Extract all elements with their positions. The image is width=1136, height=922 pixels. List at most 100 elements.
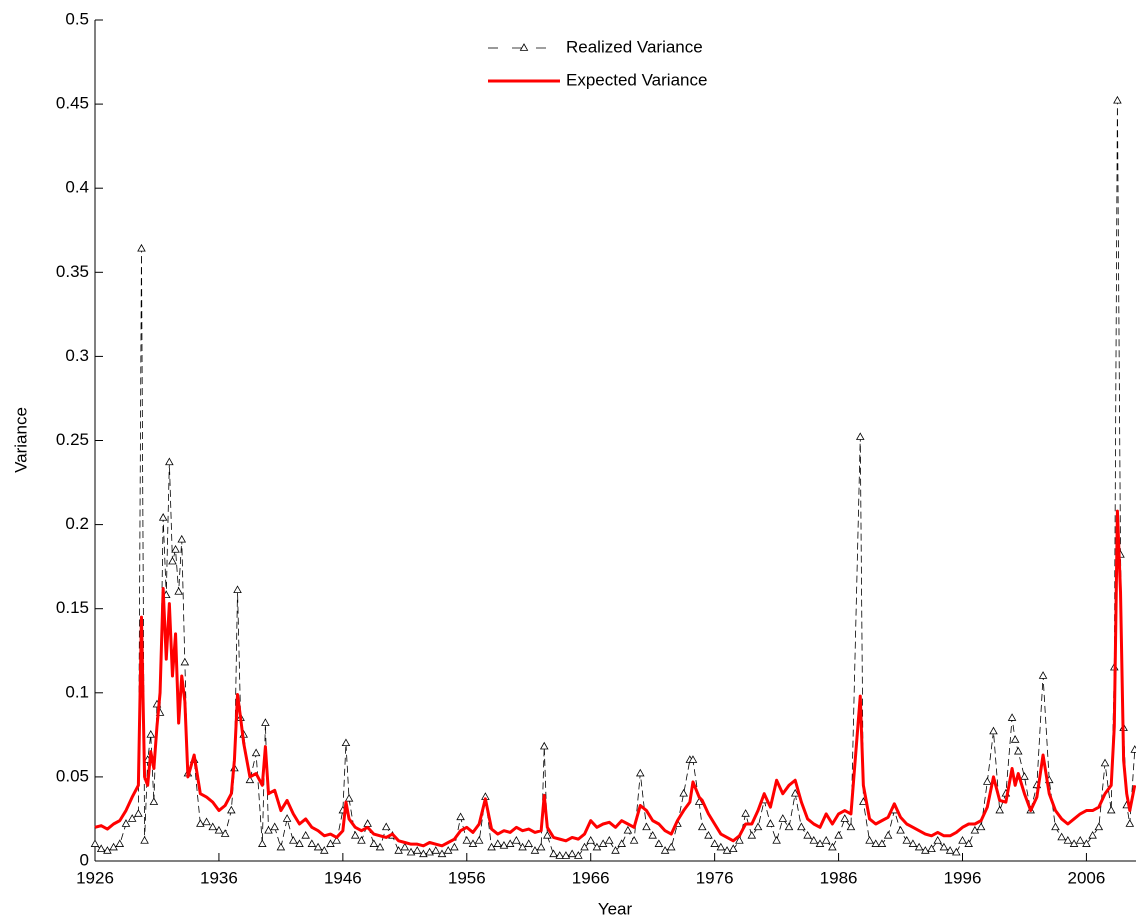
data-point <box>1051 822 1060 831</box>
data-point <box>443 846 453 854</box>
y-tick-label: 0.35 <box>56 262 89 281</box>
data-point <box>530 846 540 854</box>
data-point <box>666 842 676 851</box>
data-point <box>629 836 639 844</box>
y-tick-label: 0.25 <box>56 430 89 449</box>
data-point <box>846 822 856 831</box>
data-point <box>617 839 626 847</box>
data-point <box>174 587 183 595</box>
data-point <box>233 585 242 593</box>
data-point <box>555 851 565 859</box>
data-point <box>871 839 881 847</box>
data-point <box>728 844 738 853</box>
data-point <box>344 793 354 802</box>
data-point <box>809 836 819 844</box>
data-point <box>487 842 496 851</box>
data-point <box>1063 836 1073 844</box>
data-point <box>694 797 704 805</box>
data-point <box>716 842 726 851</box>
data-point <box>341 738 351 747</box>
data-point <box>214 825 224 834</box>
data-point <box>524 839 534 847</box>
data-point <box>1069 839 1079 847</box>
data-point <box>561 851 571 859</box>
data-point <box>933 836 942 844</box>
data-point <box>363 819 372 827</box>
data-point <box>921 846 930 854</box>
data-point <box>784 822 794 831</box>
data-point <box>208 822 218 831</box>
data-point <box>567 849 577 858</box>
legend-marker <box>519 43 529 51</box>
data-point <box>995 805 1004 814</box>
data-point <box>549 849 558 858</box>
data-point <box>474 836 484 844</box>
data-point <box>543 830 552 839</box>
data-point <box>586 836 595 844</box>
y-tick-label: 0.05 <box>56 766 89 785</box>
data-point <box>412 846 422 854</box>
data-point <box>803 830 812 839</box>
data-point <box>592 842 602 851</box>
x-tick-label: 1986 <box>820 868 858 887</box>
data-point <box>127 814 137 822</box>
data-point <box>313 842 323 851</box>
y-tick-label: 0 <box>80 850 89 869</box>
data-point <box>1010 735 1020 743</box>
data-point <box>747 830 757 839</box>
data-point <box>264 825 273 834</box>
x-tick-label: 1936 <box>200 868 238 887</box>
data-point <box>227 805 236 814</box>
data-point <box>121 819 131 827</box>
data-point <box>902 836 912 844</box>
data-point <box>245 775 255 784</box>
y-tick-label: 0.15 <box>56 598 89 617</box>
data-point <box>406 847 416 856</box>
data-point <box>109 842 118 851</box>
data-point <box>908 839 918 847</box>
data-point <box>865 836 874 844</box>
data-point <box>261 718 270 726</box>
data-point <box>103 846 112 854</box>
data-point <box>400 842 410 851</box>
y-tick-label: 0.5 <box>65 9 89 28</box>
legend-label: Expected Variance <box>566 70 707 89</box>
data-point <box>927 844 936 853</box>
data-point <box>1075 836 1085 844</box>
data-point <box>772 836 781 844</box>
data-point <box>964 839 973 847</box>
data-point <box>1013 746 1023 755</box>
data-point <box>282 814 292 822</box>
legend-label: Realized Variance <box>566 37 703 56</box>
data-point <box>1020 772 1029 780</box>
data-point <box>710 839 719 847</box>
data-point <box>462 836 472 844</box>
x-tick-label: 2006 <box>1068 868 1106 887</box>
data-point <box>648 830 657 839</box>
data-point <box>598 839 608 847</box>
data-point <box>96 844 106 853</box>
data-point <box>636 768 645 777</box>
data-point <box>970 825 980 834</box>
data-point <box>258 839 267 847</box>
y-tick-label: 0.45 <box>56 94 89 113</box>
data-point <box>989 726 998 735</box>
data-point <box>952 847 961 856</box>
data-point <box>735 836 744 844</box>
data-point <box>177 534 187 543</box>
data-point <box>140 836 149 844</box>
data-point <box>1057 832 1066 841</box>
data-point <box>332 836 341 844</box>
data-point <box>499 841 509 849</box>
data-point <box>251 748 261 757</box>
data-point <box>505 839 515 847</box>
data-point <box>493 839 503 847</box>
data-point <box>654 839 664 847</box>
data-point <box>326 839 335 847</box>
data-point <box>741 809 750 817</box>
data-point <box>301 830 310 839</box>
x-axis-label: Year <box>598 899 633 918</box>
data-point <box>828 842 837 851</box>
data-point <box>165 457 174 466</box>
data-point <box>1088 830 1097 839</box>
